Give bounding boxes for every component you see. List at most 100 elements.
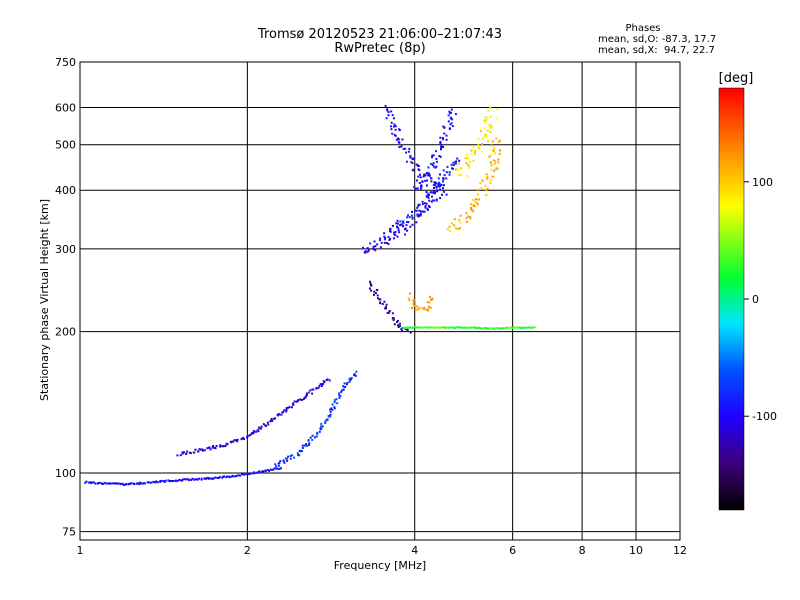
data-point [343, 382, 346, 385]
data-point [466, 326, 469, 329]
data-point [429, 306, 432, 309]
data-point [309, 436, 312, 439]
data-point [448, 171, 451, 174]
data-point [471, 326, 474, 329]
data-point [431, 164, 434, 166]
data-point [482, 327, 485, 330]
data-point [426, 179, 428, 182]
data-point [448, 230, 451, 233]
data-point [378, 298, 381, 301]
data-point [443, 126, 446, 129]
data-point [398, 322, 401, 325]
data-point [353, 373, 356, 376]
data-point [201, 448, 204, 451]
data-point [439, 326, 442, 329]
data-point [380, 241, 383, 244]
data-point [515, 326, 518, 329]
data-point [442, 169, 445, 172]
data-point [454, 326, 456, 329]
data-point [389, 238, 391, 240]
data-point [372, 245, 375, 248]
data-point [460, 326, 463, 329]
data-point [405, 151, 407, 154]
data-point [420, 326, 423, 329]
data-point [440, 326, 443, 329]
data-point [420, 184, 423, 187]
data-point [404, 233, 406, 236]
data-point [493, 169, 496, 172]
data-point [328, 379, 331, 382]
data-point [494, 168, 497, 171]
data-point [390, 121, 393, 124]
data-point [92, 481, 95, 484]
data-point [409, 154, 412, 157]
data-point [305, 443, 307, 446]
y-tick-label: 75 [62, 526, 76, 539]
data-point [309, 389, 312, 392]
data-point [493, 162, 496, 165]
data-point [302, 398, 305, 401]
data-point [210, 477, 213, 480]
data-point [259, 427, 262, 430]
data-point [481, 327, 484, 330]
data-point [404, 147, 407, 150]
data-point [320, 425, 323, 428]
data-point [491, 140, 494, 143]
data-point [318, 384, 321, 387]
data-point [290, 406, 293, 409]
data-point [428, 326, 431, 329]
data-point [278, 461, 281, 464]
data-point [243, 438, 245, 440]
data-point [185, 478, 188, 481]
data-point [344, 386, 347, 388]
data-point [466, 220, 468, 223]
data-point [207, 477, 210, 480]
data-point [424, 205, 427, 208]
data-point [378, 239, 381, 242]
data-point [325, 379, 328, 382]
data-point [470, 153, 473, 156]
data-point [445, 177, 448, 180]
data-point [474, 205, 477, 208]
data-point [163, 480, 166, 483]
data-point [450, 108, 453, 111]
data-point [485, 135, 488, 138]
data-point [267, 423, 270, 426]
data-point [442, 326, 445, 329]
data-point [452, 161, 455, 164]
data-point [411, 223, 414, 226]
data-point [205, 477, 208, 480]
data-point [305, 395, 307, 398]
data-point [320, 383, 323, 386]
data-point [513, 326, 516, 329]
data-point [136, 482, 139, 485]
y-tick-label: 600 [55, 102, 76, 115]
data-point [122, 484, 125, 486]
data-point [426, 209, 429, 211]
data-point [176, 454, 179, 457]
data-point [489, 154, 492, 156]
data-point [491, 327, 494, 330]
data-point [306, 444, 308, 447]
data-point [502, 327, 505, 330]
data-point [400, 145, 403, 148]
data-point [493, 147, 496, 150]
data-point [470, 326, 473, 329]
data-point [375, 289, 378, 292]
data-point [216, 477, 219, 479]
data-point [465, 217, 468, 220]
data-point [456, 157, 459, 160]
data-point [489, 178, 492, 181]
data-point [394, 128, 397, 131]
data-point [488, 155, 491, 158]
data-point [484, 185, 487, 188]
data-point [260, 470, 263, 473]
data-point [439, 140, 442, 143]
data-point [530, 326, 533, 329]
data-point [449, 112, 451, 115]
data-point [468, 326, 471, 329]
data-point [427, 172, 430, 175]
data-point [442, 190, 445, 193]
data-point [393, 123, 396, 126]
data-point [84, 481, 87, 484]
